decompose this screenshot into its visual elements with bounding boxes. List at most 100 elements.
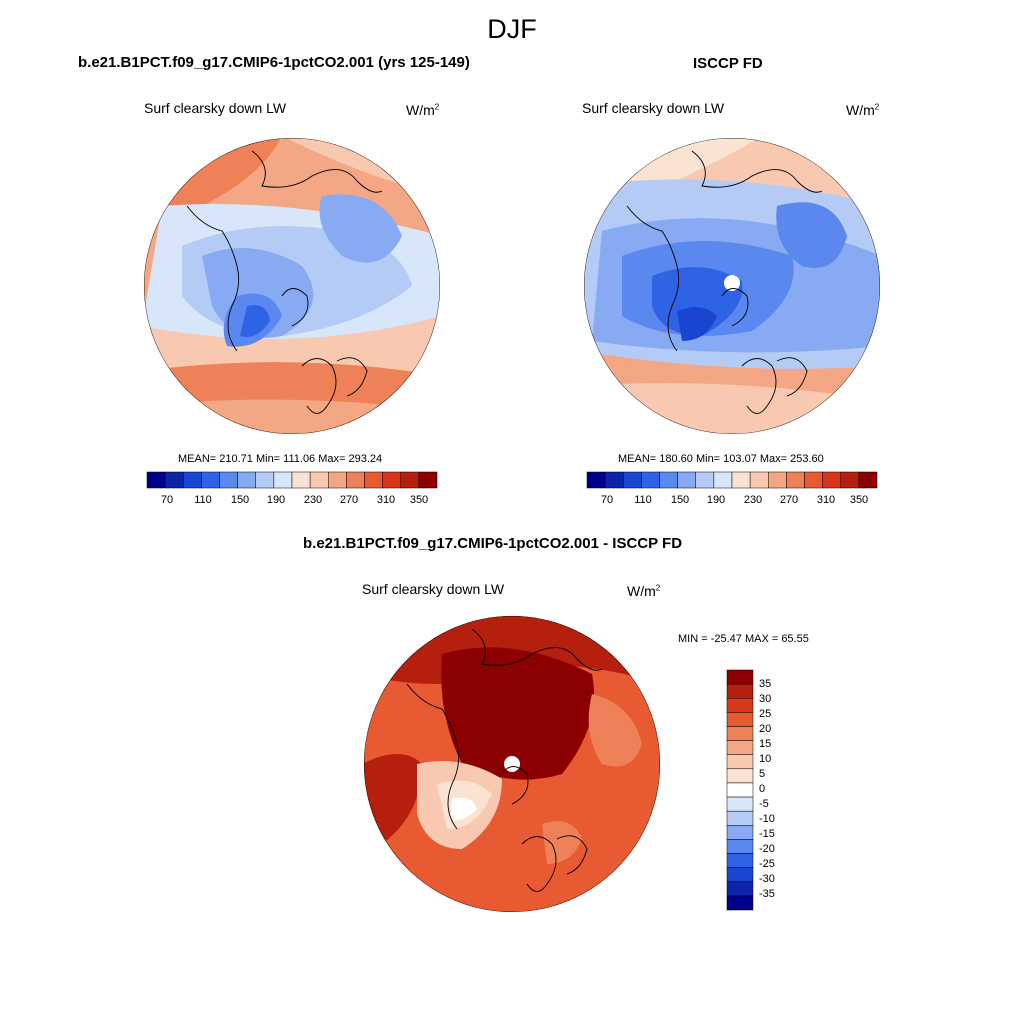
diff-colorbar-swatch (726, 867, 754, 883)
diff-tick: 20 (759, 723, 772, 735)
model-colorbar-swatch (346, 471, 365, 489)
model-tick: 350 (409, 494, 429, 506)
model-colorbar-swatch (164, 471, 184, 489)
diff-colorbar-swatch (726, 669, 754, 685)
diff-stats: MIN = -25.47 MAX = 65.55 (678, 633, 809, 645)
diff-tick: -10 (759, 813, 775, 825)
diff-colorbar-swatch (726, 825, 754, 840)
obs-stats: MEAN= 180.60 Min= 103.07 Max= 253.60 (618, 453, 824, 465)
diff-variable-label: Surf clearsky down LW (362, 581, 505, 597)
model-colorbar-swatch (382, 471, 402, 489)
obs-tick: 110 (634, 494, 652, 506)
obs-colorbar-swatch (586, 471, 606, 489)
diff-colorbar-swatch (726, 839, 754, 854)
diff-colorbar-swatch (726, 881, 754, 897)
model-tick: 70 (160, 494, 174, 506)
diff-tick: 15 (759, 738, 772, 750)
model-units-label: W/m2 (406, 102, 440, 118)
obs-colorbar-swatch (786, 471, 805, 489)
obs-variable-label: Surf clearsky down LW (582, 100, 725, 116)
diff-colorbar-swatch (726, 895, 754, 911)
diff-colorbar-swatch (726, 810, 754, 826)
obs-colorbar-swatch (731, 471, 751, 489)
model-colorbar-swatch (183, 471, 202, 489)
obs-tick: 70 (600, 494, 614, 506)
diff-colorbar-swatch (726, 697, 754, 713)
diff-tick: -35 (759, 888, 775, 900)
obs-coastlines (626, 150, 823, 414)
model-colorbar-swatch (255, 471, 275, 489)
diff-tick: 10 (759, 753, 772, 765)
model-panel-title: b.e21.B1PCT.f09_g17.CMIP6-1pctCO2.001 (y… (78, 54, 470, 71)
diff-tick: 25 (759, 708, 772, 720)
diff-tick: -30 (759, 873, 775, 885)
diff-tick: -20 (759, 843, 775, 855)
diff-colorbar-ticks: 35 30 25 20 15 10 5 0 -5 -10 -15 -20 -25… (759, 670, 799, 910)
diff-colorbar-swatch (726, 768, 754, 784)
diff-tick: 5 (759, 768, 766, 780)
obs-colorbar-swatch (695, 471, 715, 489)
diff-colorbar (726, 669, 754, 911)
model-colorbar-swatch (328, 471, 347, 489)
diff-tick: 0 (759, 783, 766, 795)
diff-polar-map (364, 616, 660, 912)
obs-tick: 190 (706, 494, 726, 506)
obs-colorbar-swatch (713, 471, 733, 489)
diff-colorbar-swatch (726, 853, 754, 868)
obs-colorbar-swatch (804, 471, 823, 489)
obs-tick: 310 (816, 494, 836, 506)
obs-colorbar-swatch (822, 471, 842, 489)
obs-colorbar-swatch (768, 471, 787, 489)
diff-colorbar-swatch (726, 740, 754, 755)
diff-tick: 30 (759, 693, 772, 705)
obs-colorbar-swatch (840, 471, 860, 489)
model-tick: 110 (194, 494, 212, 506)
model-colorbar-swatch (418, 471, 438, 489)
obs-colorbar-swatch (677, 471, 697, 489)
model-colorbar-swatch (201, 471, 220, 489)
model-colorbar-swatch (291, 471, 311, 489)
figure-title: DJF (487, 14, 537, 44)
model-tick: 270 (339, 494, 359, 506)
obs-colorbar-swatch (604, 471, 624, 489)
obs-colorbar-swatch (623, 471, 642, 489)
obs-colorbar (586, 471, 878, 489)
diff-tick: 35 (759, 678, 772, 690)
diff-coastlines (406, 628, 603, 892)
model-polar-map (144, 138, 440, 434)
obs-colorbar-swatch (641, 471, 660, 489)
model-colorbar-swatch (219, 471, 238, 489)
obs-tick: 270 (779, 494, 799, 506)
model-tick: 310 (376, 494, 396, 506)
model-colorbar-swatch (146, 471, 166, 489)
diff-tick: -5 (759, 798, 769, 810)
diff-colorbar-swatch (726, 796, 754, 812)
obs-colorbar-swatch (858, 471, 878, 489)
diff-tick: -25 (759, 858, 775, 870)
model-colorbar-swatch (400, 471, 420, 489)
obs-colorbar-swatch (749, 471, 769, 489)
obs-colorbar-ticks: 70 110 150 190 230 270 310 350 (587, 494, 877, 508)
model-colorbar-swatch (364, 471, 383, 489)
model-colorbar (146, 471, 438, 489)
model-colorbar-swatch (309, 471, 329, 489)
diff-colorbar-swatch (726, 683, 754, 699)
obs-tick: 150 (670, 494, 690, 506)
obs-tick: 230 (743, 494, 763, 506)
diff-colorbar-swatch (726, 782, 754, 798)
obs-panel-title: ISCCP FD (693, 55, 763, 72)
diff-panel-title: b.e21.B1PCT.f09_g17.CMIP6-1pctCO2.001 - … (303, 535, 683, 552)
model-tick: 230 (303, 494, 323, 506)
obs-units-label: W/m2 (846, 102, 880, 118)
diff-units-label: W/m2 (627, 583, 661, 599)
diff-colorbar-swatch (726, 754, 754, 770)
model-tick: 190 (266, 494, 286, 506)
diff-tick: -15 (759, 828, 775, 840)
model-tick: 150 (230, 494, 250, 506)
model-stats: MEAN= 210.71 Min= 111.06 Max= 293.24 (178, 453, 383, 465)
model-colorbar-swatch (273, 471, 293, 489)
model-variable-label: Surf clearsky down LW (144, 100, 287, 116)
diff-colorbar-swatch (726, 726, 754, 741)
obs-colorbar-swatch (659, 471, 678, 489)
model-colorbar-ticks: 70 110 150 190 230 270 310 350 (147, 494, 437, 508)
